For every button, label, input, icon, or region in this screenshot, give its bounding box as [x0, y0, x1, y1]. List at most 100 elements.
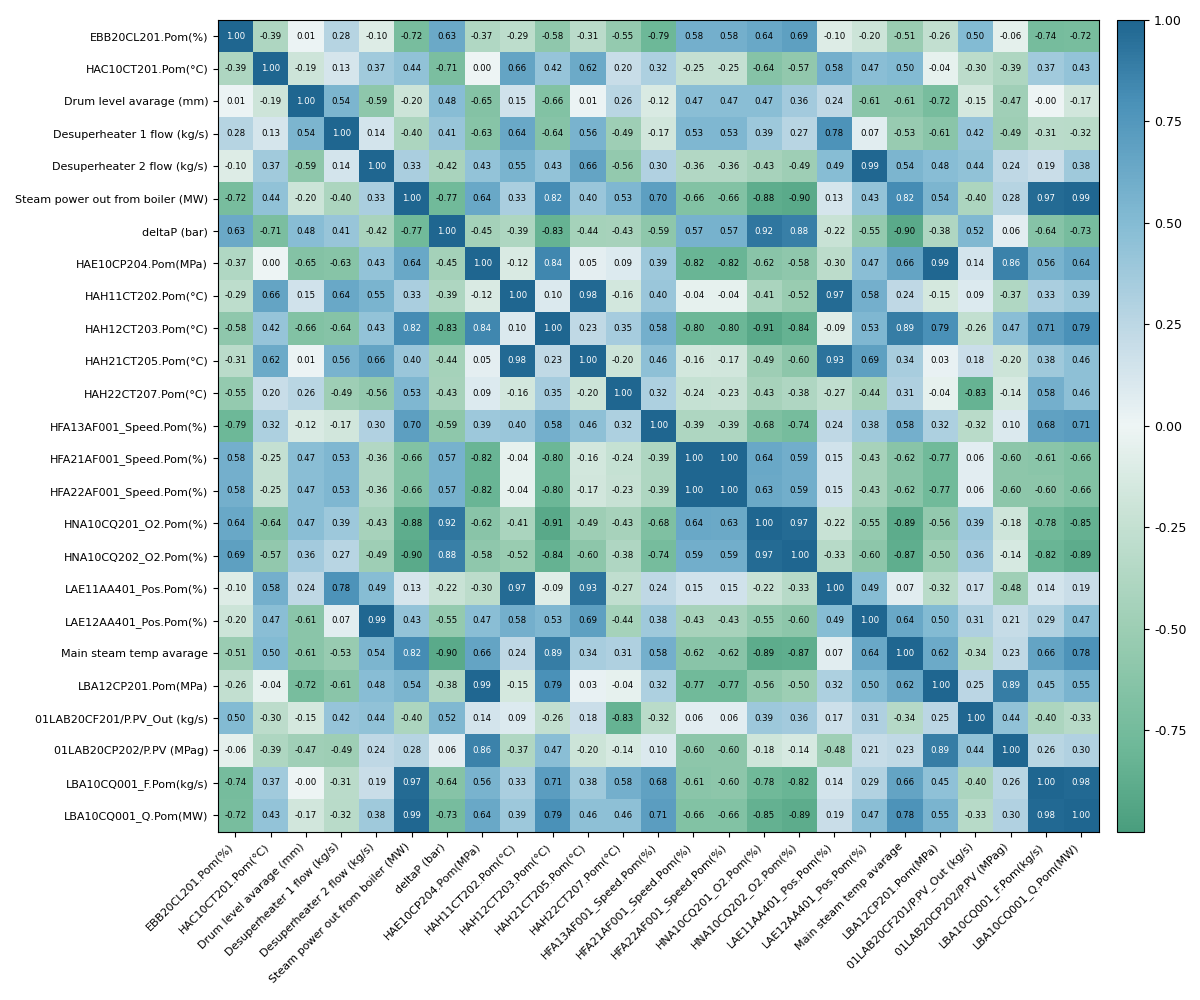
Text: 0.43: 0.43 [1072, 64, 1091, 73]
Text: -0.26: -0.26 [929, 32, 952, 41]
Text: -0.80: -0.80 [683, 324, 704, 333]
Text: 1.00: 1.00 [966, 714, 985, 723]
Text: 0.43: 0.43 [367, 324, 386, 333]
Text: -0.49: -0.49 [330, 746, 353, 755]
Text: 0.15: 0.15 [296, 291, 316, 300]
Text: -0.90: -0.90 [894, 227, 916, 236]
Text: -0.25: -0.25 [259, 486, 282, 495]
Text: -0.72: -0.72 [224, 811, 246, 820]
Text: -0.64: -0.64 [541, 129, 564, 138]
Text: -0.39: -0.39 [259, 32, 282, 41]
Text: 0.24: 0.24 [508, 649, 527, 658]
Text: -0.43: -0.43 [683, 616, 704, 625]
Text: 0.44: 0.44 [966, 162, 985, 171]
Text: 1.00: 1.00 [508, 291, 527, 300]
Text: 0.86: 0.86 [473, 746, 492, 755]
Text: -0.38: -0.38 [612, 551, 634, 560]
Text: -0.62: -0.62 [894, 454, 916, 463]
Text: 0.69: 0.69 [226, 551, 245, 560]
Text: 0.99: 0.99 [860, 162, 880, 171]
Text: 0.48: 0.48 [367, 681, 386, 690]
Text: 0.58: 0.58 [508, 616, 527, 625]
Text: 0.33: 0.33 [367, 194, 386, 203]
Text: -0.33: -0.33 [823, 551, 846, 560]
Text: -0.32: -0.32 [647, 714, 670, 723]
Text: -0.53: -0.53 [894, 129, 916, 138]
Text: 0.38: 0.38 [578, 778, 598, 787]
Text: 0.71: 0.71 [542, 778, 562, 787]
Text: -0.82: -0.82 [470, 486, 493, 495]
Text: 0.13: 0.13 [402, 584, 421, 593]
Text: -0.91: -0.91 [752, 324, 775, 333]
Text: 0.59: 0.59 [790, 454, 809, 463]
Text: -0.19: -0.19 [259, 97, 282, 106]
Text: -0.74: -0.74 [1034, 32, 1057, 41]
Text: 0.59: 0.59 [684, 551, 703, 560]
Text: 0.44: 0.44 [402, 64, 421, 73]
Text: -0.17: -0.17 [330, 421, 353, 430]
Text: -0.26: -0.26 [965, 324, 986, 333]
Text: 0.13: 0.13 [331, 64, 350, 73]
Text: -0.45: -0.45 [436, 259, 458, 268]
Text: 0.97: 0.97 [402, 778, 421, 787]
Text: 0.46: 0.46 [649, 356, 668, 365]
Text: -0.61: -0.61 [683, 778, 704, 787]
Text: -0.31: -0.31 [224, 356, 246, 365]
Text: 1.00: 1.00 [684, 486, 703, 495]
Text: 0.46: 0.46 [613, 811, 632, 820]
Text: 1.00: 1.00 [578, 356, 598, 365]
Text: 0.46: 0.46 [578, 811, 598, 820]
Text: -0.43: -0.43 [365, 519, 388, 528]
Text: 0.63: 0.63 [226, 227, 245, 236]
Text: 0.99: 0.99 [1072, 194, 1091, 203]
Text: -0.66: -0.66 [541, 97, 564, 106]
Text: 0.24: 0.24 [824, 421, 844, 430]
Text: -0.39: -0.39 [259, 746, 282, 755]
Text: 0.45: 0.45 [1037, 681, 1055, 690]
Text: -0.09: -0.09 [541, 584, 564, 593]
Text: 0.89: 0.89 [895, 324, 914, 333]
Text: -0.40: -0.40 [1034, 714, 1057, 723]
Text: 0.50: 0.50 [262, 649, 281, 658]
Text: -0.22: -0.22 [823, 227, 846, 236]
Text: 0.64: 0.64 [402, 259, 421, 268]
Text: -0.17: -0.17 [718, 356, 740, 365]
Text: -0.06: -0.06 [224, 746, 246, 755]
Text: -0.49: -0.49 [612, 129, 634, 138]
Text: 0.30: 0.30 [1072, 746, 1091, 755]
Text: -0.32: -0.32 [929, 584, 952, 593]
Text: -0.52: -0.52 [506, 551, 528, 560]
Text: -0.42: -0.42 [365, 227, 388, 236]
Text: -0.60: -0.60 [718, 746, 740, 755]
Text: -0.66: -0.66 [1070, 486, 1092, 495]
Text: 0.55: 0.55 [1072, 681, 1091, 690]
Text: -0.72: -0.72 [224, 194, 246, 203]
Text: 0.38: 0.38 [1037, 356, 1055, 365]
Text: 0.48: 0.48 [930, 162, 949, 171]
Text: 0.18: 0.18 [966, 356, 985, 365]
Text: -0.80: -0.80 [541, 486, 564, 495]
Text: 0.44: 0.44 [367, 714, 386, 723]
Text: -0.44: -0.44 [858, 389, 881, 398]
Text: 0.89: 0.89 [1001, 681, 1020, 690]
Text: -0.42: -0.42 [436, 162, 458, 171]
Text: 0.53: 0.53 [860, 324, 880, 333]
Text: 1.00: 1.00 [437, 227, 456, 236]
Text: 0.49: 0.49 [860, 584, 880, 593]
Text: -0.06: -0.06 [1000, 32, 1021, 41]
Text: -0.51: -0.51 [894, 32, 916, 41]
Text: 0.13: 0.13 [262, 129, 281, 138]
Text: 0.01: 0.01 [296, 32, 316, 41]
Text: 0.58: 0.58 [262, 584, 281, 593]
Text: -0.64: -0.64 [1034, 227, 1057, 236]
Text: 0.98: 0.98 [1072, 778, 1091, 787]
Text: 1.00: 1.00 [1001, 746, 1020, 755]
Text: -0.30: -0.30 [470, 584, 493, 593]
Text: 0.58: 0.58 [895, 421, 914, 430]
Text: -0.60: -0.60 [1034, 486, 1057, 495]
Text: 0.29: 0.29 [1037, 616, 1055, 625]
Text: -0.89: -0.89 [788, 811, 810, 820]
Text: -0.15: -0.15 [965, 97, 986, 106]
Text: -0.44: -0.44 [612, 616, 634, 625]
Text: 0.13: 0.13 [824, 194, 844, 203]
